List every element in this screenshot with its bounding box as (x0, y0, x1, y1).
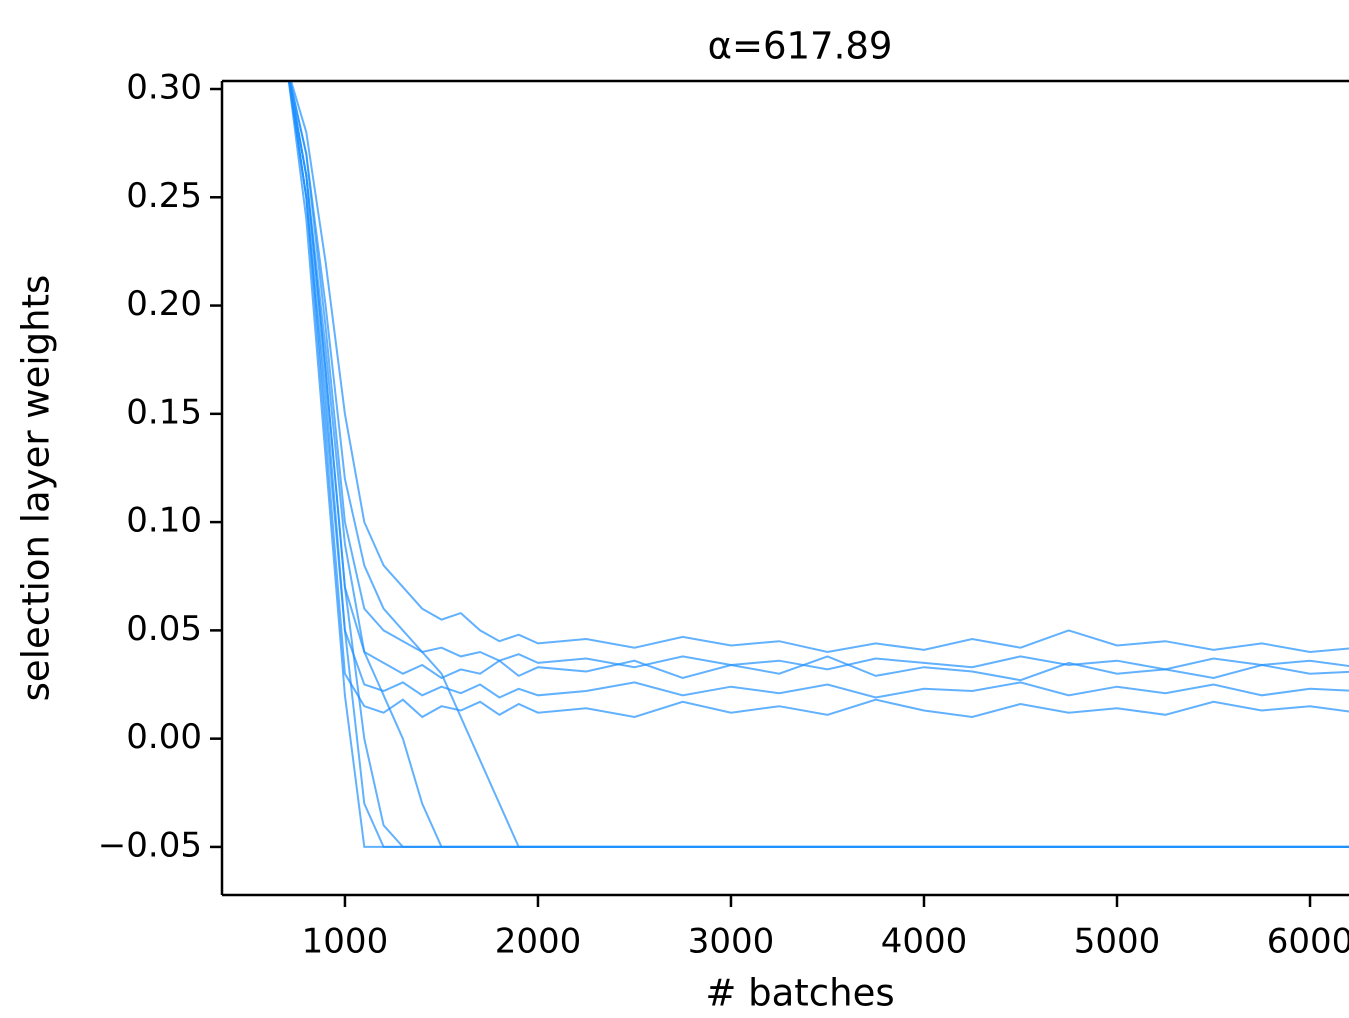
series-line (288, 81, 1349, 848)
series-line (288, 81, 1349, 682)
chart-title: α=617.89 (708, 25, 893, 68)
x-tick-label: 6000 (1267, 922, 1349, 962)
x-tick-label: 1000 (302, 922, 389, 962)
y-tick-label: 0.20 (126, 284, 202, 324)
series-line (288, 81, 1349, 848)
y-axis-label: selection layer weights (15, 275, 58, 702)
x-tick-label: 4000 (881, 922, 968, 962)
y-tick-label: 0.05 (126, 609, 202, 649)
x-tick-label: 3000 (688, 922, 775, 962)
y-tick-label: 0.15 (126, 392, 202, 432)
series-line (287, 81, 1349, 848)
series-line (290, 81, 1349, 654)
x-tick-label: 5000 (1074, 922, 1161, 962)
y-tick-label: 0.25 (126, 176, 202, 216)
y-tick-label: 0.30 (126, 68, 202, 108)
x-axis-label: # batches (705, 972, 894, 1015)
series-line (289, 81, 1349, 848)
plot-area (287, 81, 1349, 848)
x-tick-label: 2000 (495, 922, 582, 962)
series-line (288, 81, 1349, 719)
series-line (288, 81, 1349, 699)
y-tick-label: 0.10 (126, 501, 202, 541)
y-tick-label: −0.05 (98, 825, 202, 865)
series-line (289, 81, 1349, 671)
y-tick-label: 0.00 (126, 717, 202, 757)
series-line (288, 81, 1349, 848)
